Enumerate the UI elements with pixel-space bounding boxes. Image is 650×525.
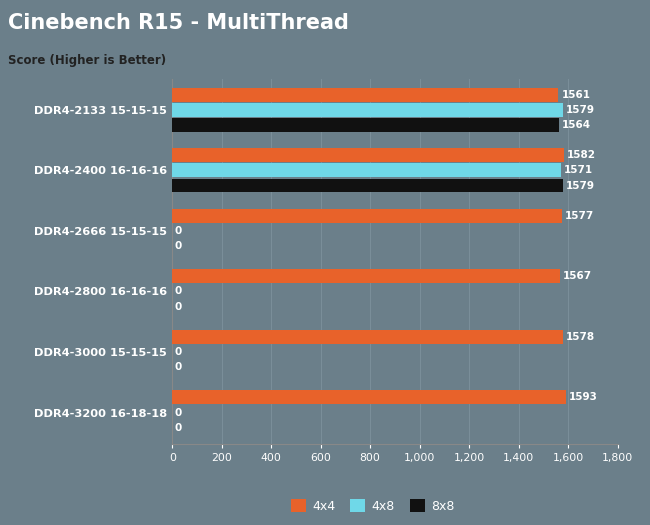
Bar — [172, 330, 563, 344]
Text: 0: 0 — [174, 226, 181, 236]
Bar — [172, 391, 566, 404]
Text: 0: 0 — [174, 301, 181, 311]
Text: 1593: 1593 — [569, 392, 598, 402]
Text: 1577: 1577 — [566, 211, 595, 221]
Bar — [172, 103, 563, 117]
Bar — [172, 163, 561, 177]
Text: 1579: 1579 — [566, 181, 595, 191]
Text: 1564: 1564 — [562, 120, 592, 130]
Text: Score (Higher is Better): Score (Higher is Better) — [8, 54, 166, 67]
Text: 0: 0 — [174, 362, 181, 372]
Bar — [172, 148, 564, 162]
Text: 0: 0 — [174, 347, 181, 357]
Text: 1578: 1578 — [566, 332, 595, 342]
Legend: 4x4, 4x8, 8x8: 4x4, 4x8, 8x8 — [286, 494, 460, 518]
Bar — [172, 178, 563, 193]
Text: 0: 0 — [174, 241, 181, 251]
Bar — [172, 269, 560, 284]
Bar — [172, 88, 558, 102]
Text: 1571: 1571 — [564, 165, 593, 175]
Text: 0: 0 — [174, 407, 181, 417]
Bar — [172, 118, 559, 132]
Text: Cinebench R15 - MultiThread: Cinebench R15 - MultiThread — [8, 13, 349, 33]
Text: 1567: 1567 — [563, 271, 592, 281]
Text: 0: 0 — [174, 287, 181, 297]
Text: 0: 0 — [174, 423, 181, 433]
Text: 1582: 1582 — [567, 150, 595, 160]
Text: 1561: 1561 — [562, 90, 590, 100]
Bar — [172, 209, 562, 223]
Text: 1579: 1579 — [566, 105, 595, 115]
